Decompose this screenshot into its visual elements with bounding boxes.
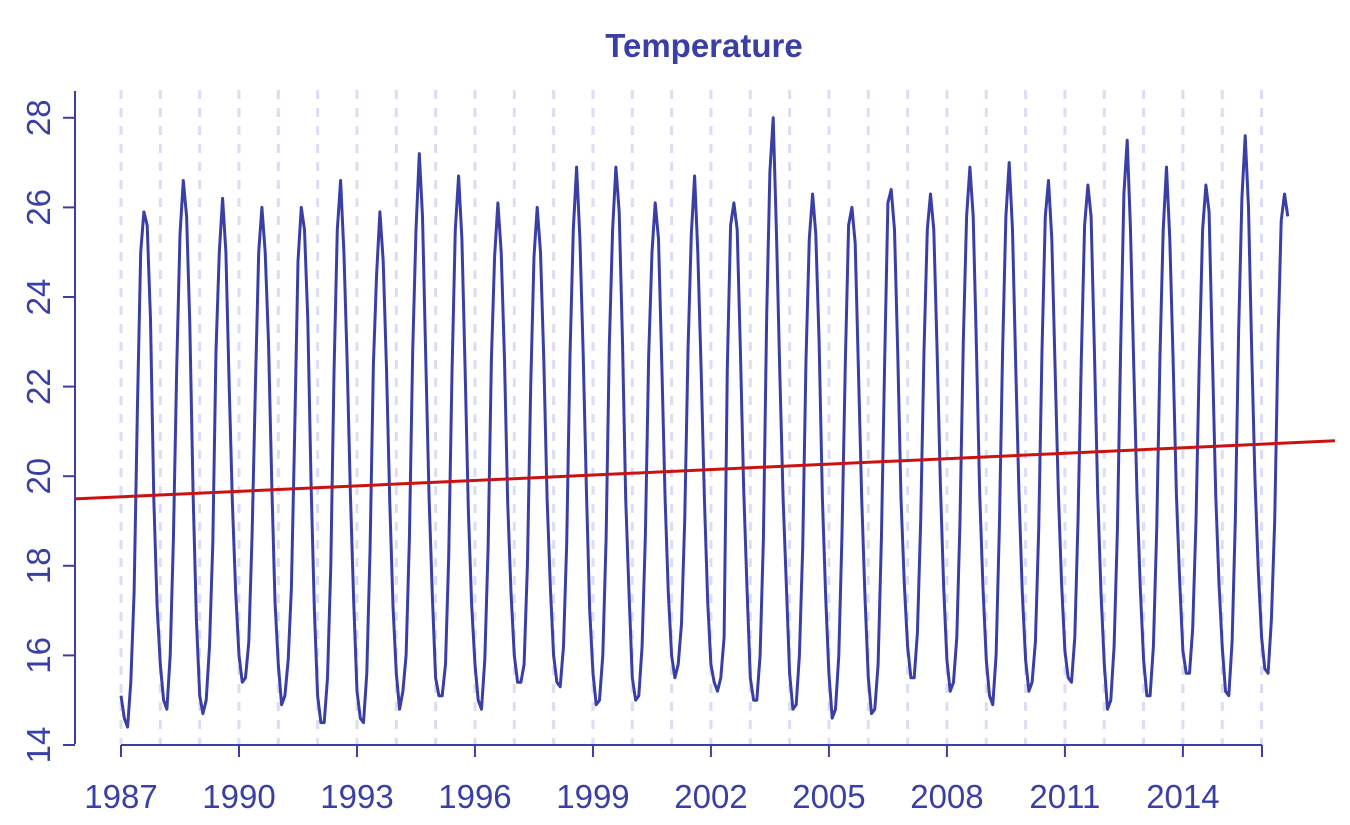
y-tick-label: 24 [20,279,57,316]
x-tick-label: 1987 [84,778,157,815]
x-tick-label: 2014 [1146,778,1219,815]
y-tick-label: 28 [20,99,57,136]
plot-area [74,116,1336,729]
trend-line [74,439,1336,501]
y-tick-label: 14 [20,727,57,764]
y-tick-label: 22 [20,368,57,405]
x-tick-label: 1990 [202,778,275,815]
x-tick-label: 2011 [1029,778,1100,815]
x-tick-label: 2008 [910,778,983,815]
axes [74,91,1262,746]
temperature-series-line [119,116,1290,729]
x-axis-ticks: 1987 1990 1993 1996 1999 2002 2005 2008 2011 2014 [84,745,1263,815]
y-tick-label: 20 [20,458,57,495]
x-tick-label: 1996 [438,778,511,815]
y-tick-label: 26 [20,189,57,226]
y-axis-ticks: 14 16 18 20 22 24 26 28 [20,99,75,763]
x-tick-label: 1999 [556,778,629,815]
x-tick-label: 1993 [320,778,393,815]
x-tick-label: 2002 [674,778,747,815]
y-tick-label: 16 [20,637,57,674]
y-tick-label: 18 [20,547,57,584]
x-tick-label: 2005 [792,778,865,815]
year-grid-lines [119,90,1264,744]
chart-title: Temperature [605,27,802,64]
